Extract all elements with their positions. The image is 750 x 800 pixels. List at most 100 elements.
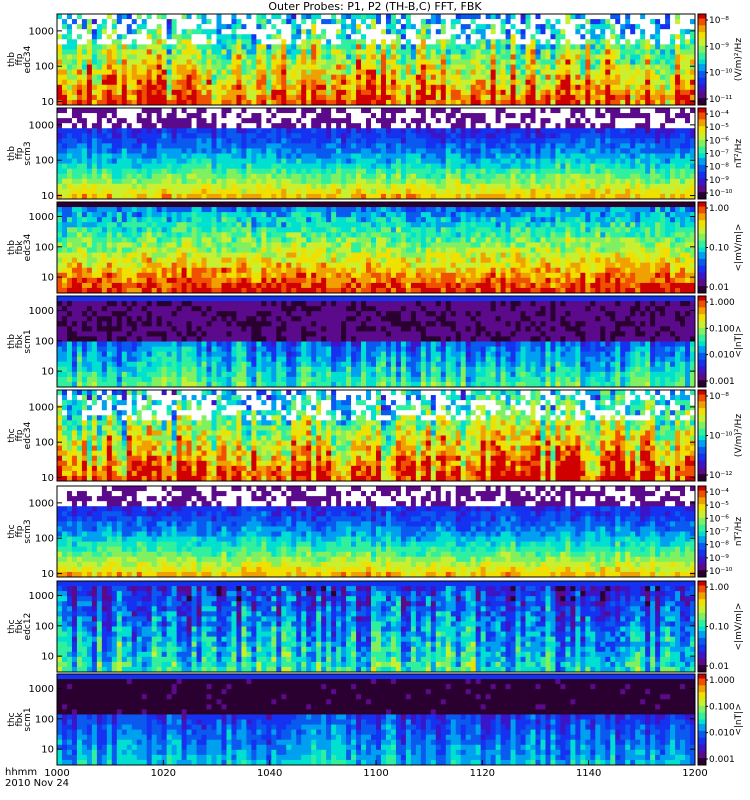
- y-label-line: thc: [7, 619, 17, 633]
- y-tick-label: 10: [41, 745, 54, 756]
- x-tick-label: 1040: [257, 768, 282, 779]
- colorbar-tick-label: 0.10: [709, 623, 729, 633]
- spectrogram-cells: [57, 674, 696, 766]
- colorbar-tick-label: 10⁻⁵: [709, 501, 729, 511]
- y-tick-label: 1000: [29, 591, 54, 602]
- panel-frame: [56, 295, 696, 388]
- colorbar-tick-label: 10⁻⁸: [709, 16, 729, 26]
- colorbar-tick-label: 1.00: [709, 583, 729, 593]
- colorbar: 10⁻⁴ 10⁻⁵ 10⁻⁶ 10⁻⁷ 10⁻⁸ 10⁻⁹ 10⁻¹⁰ nT²/Hz: [697, 107, 744, 200]
- y-tick-label: 100: [35, 621, 54, 632]
- y-tick-label: 100: [35, 156, 54, 167]
- y-label-line: ffp: [15, 429, 25, 441]
- colorbar-tick-label: 10⁻⁶: [709, 136, 729, 146]
- colorbar-tick-label: 10⁻⁸: [709, 392, 729, 402]
- panel-frame: [56, 201, 696, 294]
- colorbar: 10⁻⁸ 10⁻¹⁰ 10⁻¹² (V/m)²/Hz: [697, 389, 744, 482]
- colorbar-tick-label: 10⁻¹⁰: [709, 567, 733, 577]
- time-axis-label: hhmm: [5, 767, 38, 778]
- x-tick-label: 1200: [682, 768, 707, 779]
- y-tick-label: 100: [35, 438, 54, 449]
- colorbar-tick-label: 10⁻⁴: [709, 110, 729, 120]
- y-tick-label: 100: [35, 714, 54, 725]
- colorbar-label: <|nT|>: [734, 703, 744, 735]
- date-label: 2010 Nov 24: [5, 778, 70, 789]
- y-tick-label: 10: [41, 652, 54, 663]
- y-label-line: ffp: [15, 147, 25, 159]
- y-label-line: thb: [7, 240, 17, 255]
- colorbar-tick-label: 10⁻⁵: [709, 123, 729, 133]
- y-label-line: fbk: [15, 334, 25, 349]
- y-label-line: edc12: [23, 613, 33, 641]
- y-tick-label: 10: [41, 191, 54, 202]
- y-label-line: fbk: [15, 240, 25, 255]
- y-tick-label: 100: [35, 336, 54, 347]
- panel-frame: [56, 389, 696, 482]
- y-tick-label: 1000: [29, 120, 54, 131]
- y-label-line: edc34: [23, 45, 33, 73]
- colorbar-tick-label: 0.01: [709, 283, 729, 293]
- panel-frame: [56, 485, 696, 578]
- colorbar-tick-label: 0.01: [709, 662, 729, 672]
- y-tick-label: 1000: [29, 26, 54, 37]
- spectrogram-cells: [57, 14, 696, 106]
- spectrogram-cells: [57, 390, 696, 482]
- colorbar: 1.000 0.100 0.010 0.001 <|nT|>: [697, 295, 744, 388]
- colorbar-tick-label: 0.010: [709, 729, 735, 739]
- colorbar-tick-label: 10⁻¹¹: [709, 95, 733, 105]
- y-label-line: thc: [7, 428, 17, 442]
- y-label-line: ffp: [15, 525, 25, 537]
- y-tick-label: 10: [41, 367, 54, 378]
- y-tick-label: 10: [41, 473, 54, 484]
- colorbar: 1.00 0.10 0.01 <|mV/m|>: [697, 580, 744, 673]
- colorbar-tick-label: 10⁻⁹: [709, 554, 729, 564]
- y-label-line: fbk: [15, 619, 25, 634]
- colorbar-tick-label: 0.10: [709, 244, 729, 254]
- y-label-line: thc: [7, 712, 17, 726]
- y-label-line: scm1: [23, 707, 33, 731]
- y-label-line: thb: [7, 334, 17, 349]
- colorbar-tick-label: 1.00: [709, 204, 729, 214]
- figure-title: Outer Probes: P1, P2 (TH-B,C) FFT, FBK: [268, 0, 482, 13]
- y-label-line: thb: [7, 52, 17, 67]
- colorbar-tick-label: 0.001: [709, 377, 735, 387]
- x-tick-label: 1140: [576, 768, 601, 779]
- y-tick-label: 1000: [29, 498, 54, 509]
- colorbar-tick-label: 10⁻¹⁰: [709, 189, 733, 199]
- colorbar-tick-label: 0.100: [709, 324, 735, 334]
- colorbar-label: <|nT|>: [734, 325, 744, 357]
- y-label-line: ffp: [15, 53, 25, 65]
- colorbar-tick-label: 10⁻⁸: [709, 163, 729, 173]
- colorbar-frame: [697, 295, 707, 388]
- panel-stack: 100010010thbffpedc3410⁻⁸10⁻⁹10⁻¹⁰10⁻¹¹(V…: [7, 13, 744, 766]
- x-axis: 1000 1020 1040 1100 1120 1140 1200: [44, 760, 708, 779]
- colorbar-frame: [697, 673, 707, 766]
- spectrogram-cells: [57, 296, 696, 388]
- colorbar-label: (V/m)²/Hz: [734, 414, 744, 457]
- y-tick-label: 10: [41, 97, 54, 108]
- y-tick-label: 100: [35, 62, 54, 73]
- spectrogram-cells: [57, 202, 696, 294]
- x-tick-label: 1020: [151, 768, 176, 779]
- y-label-line: scm3: [23, 141, 33, 165]
- colorbar-tick-label: 10⁻⁷: [709, 528, 729, 538]
- x-tick-label: 1000: [44, 768, 69, 779]
- colorbar-tick-label: 0.001: [709, 755, 735, 765]
- y-tick-label: 10: [41, 273, 54, 284]
- colorbar-tick-label: 10⁻¹²: [709, 471, 733, 481]
- y-label-line: scm1: [23, 329, 33, 353]
- y-tick-label: 1000: [29, 306, 54, 317]
